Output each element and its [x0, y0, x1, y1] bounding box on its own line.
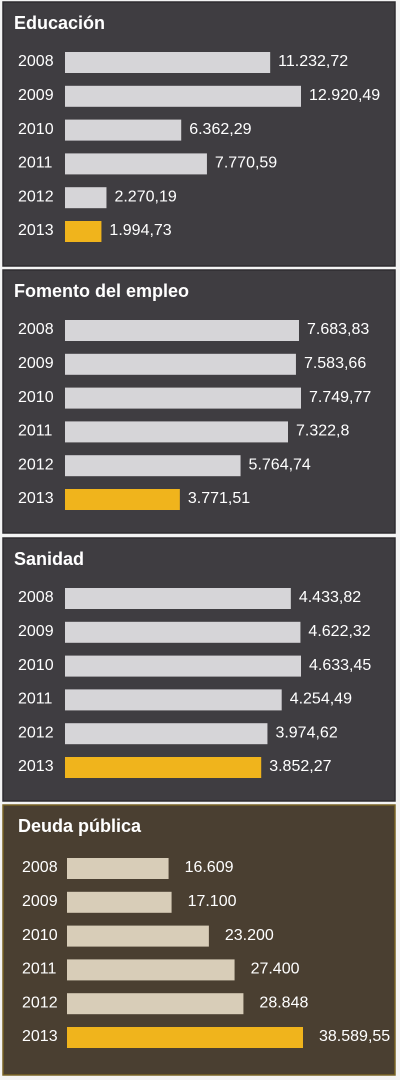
bar — [67, 959, 235, 981]
bar — [65, 320, 299, 341]
value-label: 5.764,74 — [249, 456, 311, 473]
value-label: 3.974,62 — [275, 724, 337, 741]
bar — [65, 353, 296, 375]
category-label: 2010 — [18, 657, 54, 674]
category-label: 2013 — [18, 222, 54, 239]
category-label: 2008 — [22, 859, 58, 876]
category-label: 2009 — [22, 893, 58, 910]
value-label: 4.633,45 — [309, 657, 371, 674]
value-label: 3.852,27 — [269, 758, 331, 775]
value-label: 38.589,55 — [319, 1028, 390, 1045]
category-label: 2011 — [22, 961, 57, 978]
value-label: 1.994,73 — [109, 222, 171, 239]
category-label: 2011 — [18, 423, 53, 440]
category-label: 2010 — [18, 121, 54, 138]
panel-title: Sanidad — [14, 549, 84, 569]
category-label: 2009 — [18, 623, 54, 640]
category-label: 2011 — [18, 691, 53, 708]
bar — [65, 588, 291, 609]
category-label: 2009 — [18, 355, 54, 372]
value-label: 28.848 — [259, 994, 308, 1011]
panel-title: Educación — [14, 13, 105, 33]
value-label: 16.609 — [185, 859, 234, 876]
bar — [65, 723, 268, 745]
category-label: 2013 — [18, 758, 54, 775]
bar — [65, 455, 241, 477]
bar — [65, 221, 102, 242]
category-label: 2012 — [18, 456, 54, 473]
value-label: 7.322,8 — [296, 423, 349, 440]
panel-title: Deuda pública — [18, 816, 142, 836]
bar — [67, 891, 172, 913]
value-label: 6.362,29 — [189, 121, 251, 138]
bar — [65, 187, 107, 209]
bar — [65, 621, 301, 643]
value-label: 7.683,83 — [307, 321, 369, 338]
value-label: 17.100 — [188, 893, 237, 910]
bar — [65, 387, 301, 409]
bar — [65, 52, 271, 73]
category-label: 2013 — [22, 1028, 58, 1045]
value-label: 4.622,32 — [308, 623, 370, 640]
value-label: 12.920,49 — [309, 87, 380, 104]
value-label: 23.200 — [225, 927, 274, 944]
bar — [67, 925, 209, 947]
category-label: 2010 — [22, 927, 58, 944]
category-label: 2012 — [18, 188, 54, 205]
value-label: 2.270,19 — [114, 188, 176, 205]
category-label: 2008 — [18, 53, 54, 70]
value-label: 27.400 — [251, 961, 300, 978]
bar — [67, 993, 244, 1015]
value-label: 4.254,49 — [290, 691, 352, 708]
category-label: 2010 — [18, 389, 54, 406]
bar — [67, 858, 169, 879]
panel-title: Fomento del empleo — [14, 281, 189, 301]
bar — [65, 655, 301, 677]
value-label: 3.771,51 — [188, 490, 250, 507]
category-label: 2012 — [18, 724, 54, 741]
bar — [65, 489, 180, 510]
value-label: 7.770,59 — [215, 155, 277, 172]
value-label: 7.749,77 — [309, 389, 371, 406]
category-label: 2008 — [18, 589, 54, 606]
bar — [67, 1027, 303, 1048]
bar — [65, 153, 207, 175]
value-label: 4.433,82 — [299, 589, 361, 606]
bar — [65, 85, 301, 107]
category-label: 2009 — [18, 87, 54, 104]
value-label: 11.232,72 — [278, 53, 348, 70]
bar — [65, 119, 182, 141]
bar — [65, 689, 282, 711]
bar — [65, 421, 288, 443]
category-label: 2012 — [22, 994, 58, 1011]
bar — [65, 757, 262, 778]
category-label: 2008 — [18, 321, 54, 338]
value-label: 7.583,66 — [304, 355, 366, 372]
category-label: 2011 — [18, 155, 53, 172]
category-label: 2013 — [18, 490, 54, 507]
